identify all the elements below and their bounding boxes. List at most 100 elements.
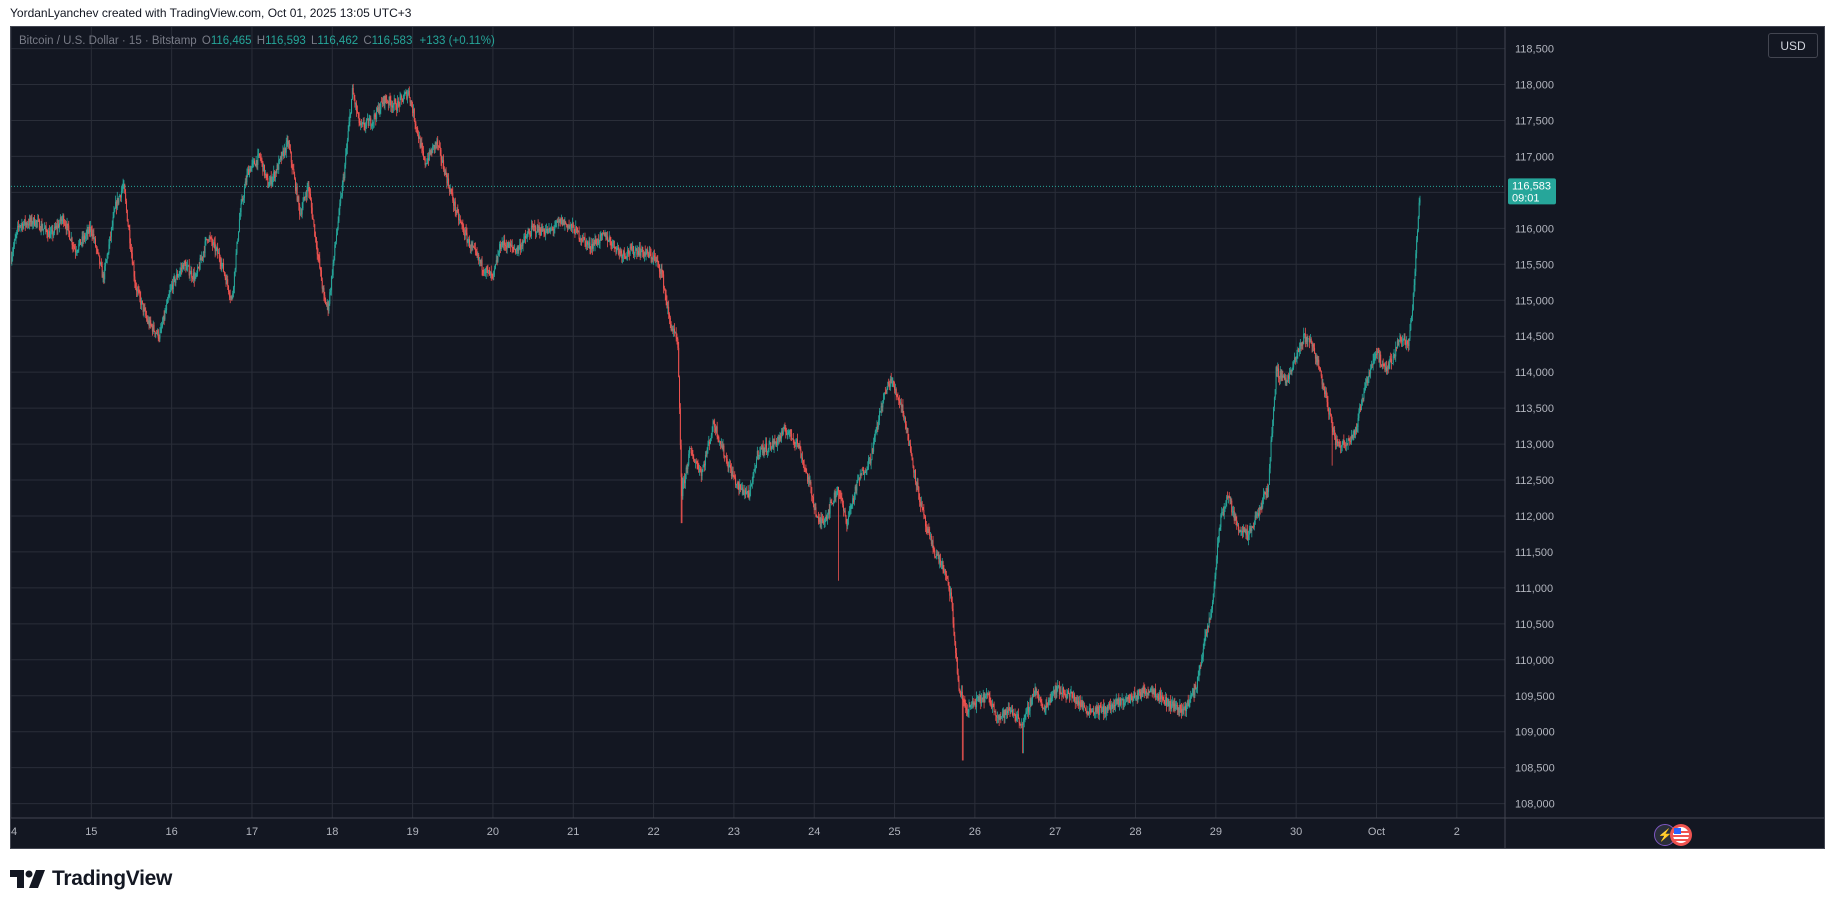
- candle-body: [864, 471, 866, 473]
- candle-body: [828, 509, 830, 514]
- candle-body: [1282, 375, 1284, 378]
- candle-body: [1216, 558, 1218, 568]
- x-tick-label: 15: [85, 826, 97, 838]
- chart-panel[interactable]: 108,000 108,500 109,000 109,500 110,000 110,5…: [10, 26, 1825, 849]
- candle-body: [1326, 396, 1328, 403]
- candle-body: [489, 271, 491, 276]
- candle-body: [15, 235, 17, 239]
- candle-body: [1402, 338, 1404, 342]
- candle-body: [1163, 699, 1165, 704]
- candle-body: [1042, 703, 1044, 709]
- candle-body: [1032, 694, 1034, 699]
- candle-body: [1107, 706, 1109, 709]
- x-tick-label: 14: [11, 826, 17, 838]
- candle-body: [854, 486, 856, 494]
- candle-body: [28, 218, 30, 226]
- candle-body: [1384, 365, 1386, 370]
- event-icon-us-flag[interactable]: [1670, 824, 1692, 846]
- candle-body: [254, 164, 256, 167]
- candle-body: [77, 249, 79, 252]
- candle-body: [933, 549, 935, 551]
- candle-body: [582, 237, 584, 242]
- candle-body: [843, 510, 845, 512]
- candle-body: [556, 221, 558, 223]
- candle-body: [37, 219, 39, 222]
- candle-body: [977, 696, 979, 698]
- candle-body: [605, 232, 607, 240]
- candle-body: [804, 467, 806, 469]
- candle-body: [1041, 701, 1043, 704]
- candle-body: [507, 242, 509, 248]
- candle-body: [443, 169, 445, 175]
- candle-body: [140, 296, 142, 305]
- candle-body: [1179, 704, 1181, 713]
- candle-body: [1419, 199, 1421, 203]
- price-chart[interactable]: 108,000108,500109,000109,500110,000110,5…: [11, 27, 1825, 849]
- candle-body: [476, 252, 478, 256]
- candle-body: [840, 496, 842, 498]
- candle-body: [481, 260, 483, 270]
- candle-body: [1061, 693, 1063, 695]
- candle-body: [111, 225, 113, 228]
- candle-body: [659, 271, 661, 274]
- currency-selector[interactable]: USD: [1768, 33, 1818, 58]
- candle-body: [1308, 338, 1310, 340]
- candle-body: [494, 268, 496, 271]
- candle-body: [648, 251, 650, 257]
- candle-body: [626, 255, 628, 257]
- candle-body: [819, 518, 821, 522]
- candle-body: [1229, 497, 1231, 502]
- candle-body: [1197, 676, 1199, 677]
- candle-body: [1227, 496, 1229, 498]
- candle-body: [40, 224, 42, 231]
- candle-body: [448, 178, 450, 187]
- candle-body: [1056, 687, 1058, 694]
- candle-body: [249, 168, 251, 172]
- candle-body: [1364, 387, 1366, 392]
- candle-body: [905, 424, 907, 429]
- candle-body: [325, 299, 327, 305]
- y-tick-label: 114,000: [1515, 367, 1554, 379]
- candle-body: [627, 249, 629, 256]
- candle-body: [448, 186, 450, 192]
- candle-body: [227, 279, 229, 286]
- candle-body: [239, 212, 241, 220]
- candle-body: [46, 230, 48, 235]
- candle-body: [1145, 691, 1147, 694]
- candle-body: [245, 181, 247, 183]
- candle-body: [1028, 710, 1030, 713]
- candle-body: [68, 225, 70, 232]
- candle-body: [684, 479, 686, 484]
- candle-body: [990, 703, 992, 705]
- candle-body: [1224, 506, 1226, 508]
- candle-body: [1221, 512, 1223, 515]
- candle-body: [370, 118, 372, 127]
- candle-body: [586, 241, 588, 247]
- candle-body: [1067, 691, 1069, 695]
- candle-body: [1401, 341, 1403, 342]
- candle-body: [1382, 364, 1384, 365]
- candle-body: [1349, 440, 1351, 442]
- candle-body: [551, 228, 553, 230]
- candle-body: [56, 225, 58, 229]
- candle-body: [719, 441, 721, 443]
- candle-body: [128, 225, 130, 230]
- candle-body: [387, 102, 389, 105]
- candle-body: [602, 233, 604, 234]
- tradingview-logo-icon: [10, 870, 45, 888]
- candle-body: [599, 234, 601, 243]
- candle-body: [63, 215, 65, 224]
- candle-body: [1342, 439, 1344, 445]
- candle-body: [744, 490, 746, 494]
- candle-body: [1410, 319, 1412, 331]
- candle-body: [1314, 347, 1316, 354]
- candle-body: [644, 251, 646, 256]
- candle-body: [335, 234, 337, 242]
- candle-body: [145, 310, 147, 316]
- candle-body: [70, 238, 72, 241]
- candle-body: [960, 693, 962, 696]
- candle-body: [1024, 715, 1026, 718]
- candle-body: [1214, 575, 1216, 586]
- candle-body: [1278, 377, 1280, 379]
- candle-body: [826, 516, 828, 520]
